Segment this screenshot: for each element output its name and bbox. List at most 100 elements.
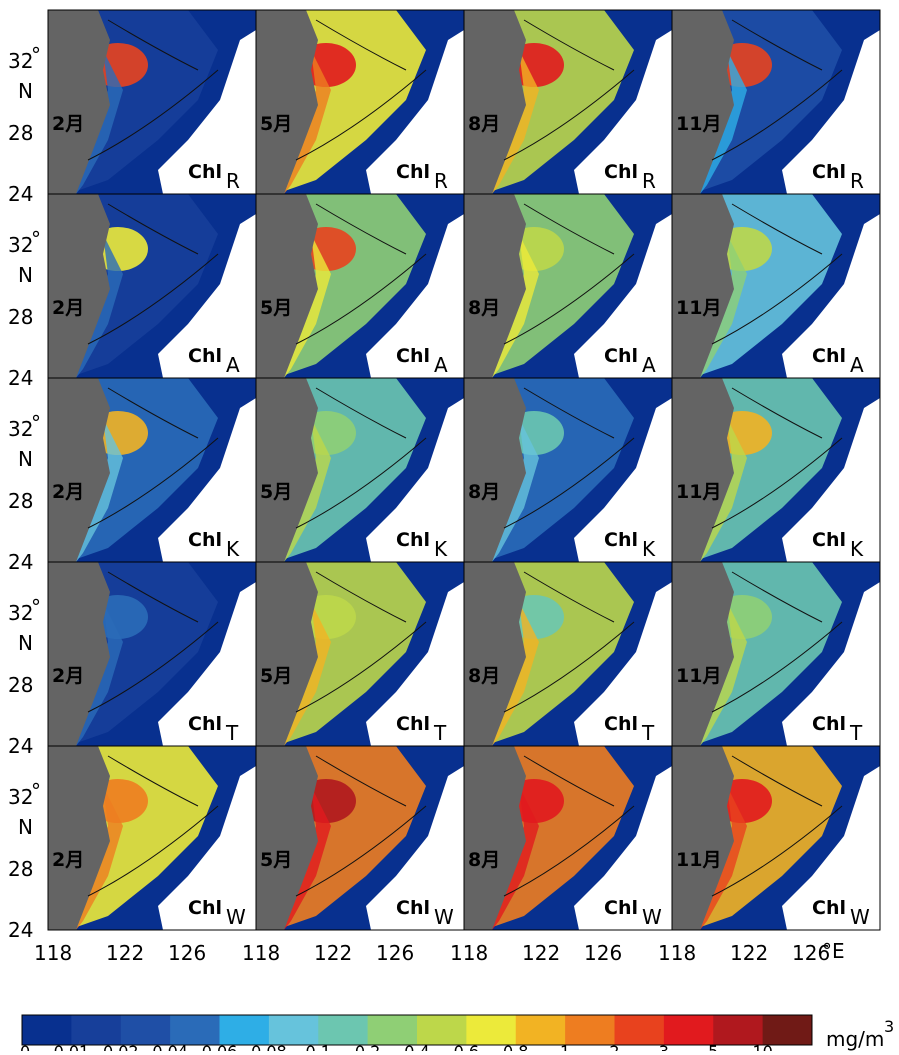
map-panel: 8月 Chl R bbox=[463, 9, 673, 195]
coast-band bbox=[276, 50, 331, 194]
map-content bbox=[256, 746, 464, 930]
map-content bbox=[464, 378, 672, 562]
month-label: 11月 bbox=[676, 297, 721, 319]
map-content bbox=[256, 562, 464, 746]
colorbar-swatch bbox=[614, 1015, 665, 1045]
colorbar-label: 0.1 bbox=[306, 1042, 331, 1051]
isobath bbox=[503, 19, 635, 161]
map-panel: 5月 Chl R bbox=[255, 9, 465, 195]
variable-subscript: T bbox=[641, 721, 655, 745]
x-label: 118 bbox=[658, 941, 696, 965]
coast-band bbox=[68, 50, 123, 194]
colorbar-swatch bbox=[565, 1015, 615, 1045]
x-label: 126 bbox=[168, 941, 206, 965]
colorbar-unit-power: 3 bbox=[884, 1017, 894, 1036]
y-label-degree: ° bbox=[31, 779, 41, 803]
isobath bbox=[711, 203, 843, 345]
isobath bbox=[295, 203, 427, 345]
no-data bbox=[158, 582, 256, 746]
colorbar-label: 2 bbox=[609, 1042, 619, 1051]
land bbox=[672, 746, 734, 930]
x-label: 118 bbox=[34, 941, 72, 965]
land bbox=[464, 562, 526, 746]
map-panel: 2月 Chl A bbox=[47, 193, 257, 379]
y-label-degree: ° bbox=[31, 227, 41, 251]
y-label: 28 bbox=[8, 489, 33, 513]
map-panel: 5月 Chl T bbox=[255, 561, 465, 747]
land bbox=[672, 378, 734, 562]
month-label: 2月 bbox=[52, 849, 84, 871]
variable-subscript: R bbox=[642, 169, 656, 193]
no-data bbox=[366, 214, 464, 378]
colorbar-swatch bbox=[466, 1015, 517, 1045]
variable-label: Chl bbox=[604, 529, 638, 551]
month-label: 8月 bbox=[468, 113, 500, 135]
colorbar-label: 0 bbox=[20, 1042, 30, 1051]
month-label: 8月 bbox=[468, 665, 500, 687]
month-label: 11月 bbox=[676, 113, 721, 135]
month-label: 8月 bbox=[468, 849, 500, 871]
land bbox=[256, 378, 318, 562]
colorbar-swatch bbox=[170, 1015, 220, 1045]
colorbar-swatch bbox=[417, 1015, 467, 1045]
variable-subscript: K bbox=[434, 537, 448, 561]
variable-label: Chl bbox=[812, 529, 846, 551]
map-content bbox=[464, 562, 672, 746]
isobath bbox=[87, 755, 219, 897]
map-panel: 5月 Chl W bbox=[255, 745, 465, 931]
y-label: 32 bbox=[8, 601, 33, 625]
no-data bbox=[366, 766, 464, 930]
variable-subscript: A bbox=[226, 353, 240, 377]
panel-border bbox=[671, 745, 881, 931]
y-label-degree: ° bbox=[31, 411, 41, 435]
map-content bbox=[672, 378, 880, 562]
y-label: 32 bbox=[8, 417, 33, 441]
land bbox=[48, 562, 110, 746]
coast-band bbox=[68, 786, 123, 930]
no-data bbox=[158, 766, 256, 930]
map-panel: 11月 Chl K bbox=[671, 377, 881, 563]
no-data bbox=[782, 582, 880, 746]
isobath bbox=[503, 203, 635, 345]
variable-subscript: W bbox=[434, 905, 454, 929]
colorbar-swatch bbox=[71, 1015, 122, 1045]
isobath bbox=[295, 387, 427, 529]
isobath bbox=[87, 203, 219, 345]
month-label: 8月 bbox=[468, 297, 500, 319]
variable-subscript: W bbox=[642, 905, 662, 929]
coast-band bbox=[692, 602, 747, 746]
map-content bbox=[464, 746, 672, 930]
month-label: 2月 bbox=[52, 481, 84, 503]
land bbox=[256, 194, 318, 378]
isobath bbox=[295, 755, 427, 897]
variable-label: Chl bbox=[396, 529, 430, 551]
month-label: 11月 bbox=[676, 665, 721, 687]
x-label: 118 bbox=[450, 941, 488, 965]
isobath bbox=[711, 19, 843, 161]
variable-subscript: A bbox=[642, 353, 656, 377]
isobath bbox=[711, 755, 843, 897]
map-content bbox=[672, 746, 880, 930]
map-panel: 8月 Chl A bbox=[463, 193, 673, 379]
colorbar-swatch bbox=[22, 1015, 72, 1045]
colorbar-swatch bbox=[515, 1015, 566, 1045]
variable-label: Chl bbox=[812, 897, 846, 919]
month-label: 11月 bbox=[676, 481, 721, 503]
map-content bbox=[672, 10, 880, 194]
no-data bbox=[782, 766, 880, 930]
no-data bbox=[782, 398, 880, 562]
variable-subscript: R bbox=[850, 169, 864, 193]
variable-subscript: K bbox=[850, 537, 864, 561]
month-label: 2月 bbox=[52, 665, 84, 687]
land bbox=[256, 562, 318, 746]
map-panel: 11月 Chl R bbox=[671, 9, 881, 195]
map-content bbox=[464, 194, 672, 378]
y-label: 28 bbox=[8, 305, 33, 329]
variable-subscript: R bbox=[434, 169, 448, 193]
coast-band bbox=[68, 602, 123, 746]
no-data bbox=[366, 582, 464, 746]
y-label: 28 bbox=[8, 673, 33, 697]
land bbox=[464, 746, 526, 930]
variable-label: Chl bbox=[188, 897, 222, 919]
